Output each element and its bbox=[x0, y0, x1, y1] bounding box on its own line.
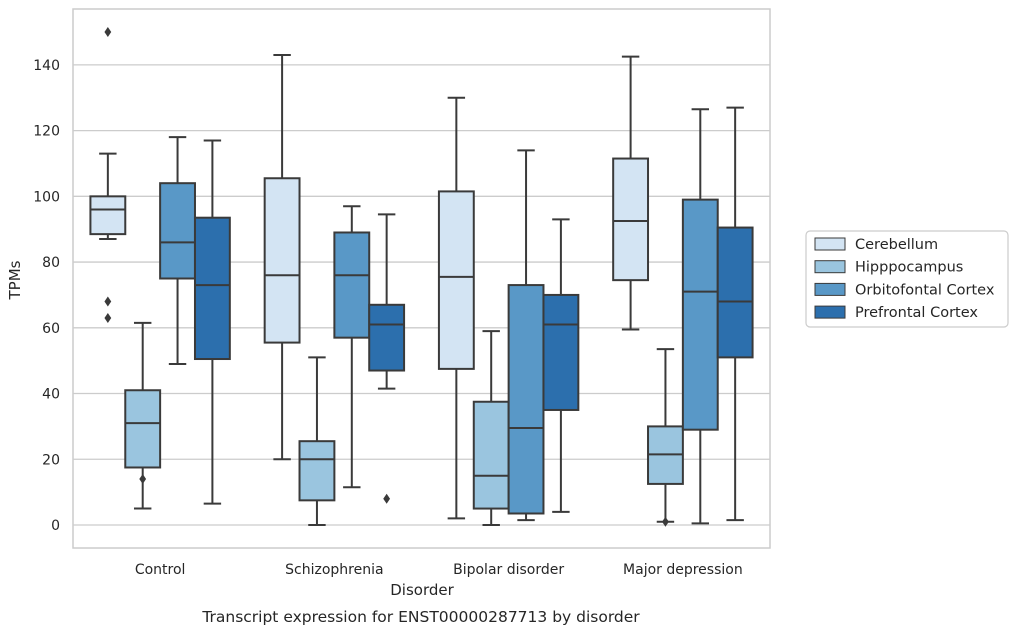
legend-label: Cerebellum bbox=[855, 237, 938, 253]
y-axis-title: TPMs bbox=[6, 260, 24, 300]
box-body bbox=[263, 177, 301, 344]
box-series bbox=[89, 27, 754, 527]
box-0-0 bbox=[89, 27, 127, 323]
box-3-1 bbox=[647, 348, 684, 527]
x-axis-title: Disorder bbox=[390, 581, 454, 599]
box-1-2 bbox=[333, 205, 371, 489]
box-body bbox=[681, 198, 719, 431]
y-tick-label: 0 bbox=[51, 518, 60, 534]
box-2-3 bbox=[542, 218, 580, 513]
box-2-0 bbox=[437, 96, 475, 520]
box-1-0 bbox=[263, 54, 301, 461]
outlier-point bbox=[104, 296, 112, 307]
legend-swatch bbox=[814, 260, 846, 274]
box-0-2 bbox=[159, 136, 196, 365]
legend-swatch bbox=[814, 237, 846, 251]
box-0-3 bbox=[193, 139, 231, 505]
box-body bbox=[437, 190, 475, 370]
box-body bbox=[368, 303, 406, 372]
box-0-1 bbox=[124, 321, 162, 510]
box-body bbox=[89, 195, 127, 236]
box-body bbox=[159, 182, 196, 280]
box-2-2 bbox=[507, 149, 545, 522]
plot-frame bbox=[72, 8, 771, 549]
box-body bbox=[193, 216, 231, 361]
box-2-1 bbox=[472, 330, 510, 526]
y-tick-label: 100 bbox=[33, 189, 60, 205]
x-tick-label: Control bbox=[135, 562, 186, 578]
box-3-3 bbox=[716, 106, 754, 522]
y-tick-label: 40 bbox=[42, 387, 60, 403]
y-tick-label: 80 bbox=[42, 255, 60, 271]
y-tick-labels: 0 20 40 60 80 100 120 140 bbox=[33, 58, 60, 534]
legend-label: Hipppocampus bbox=[855, 260, 963, 276]
outlier-point bbox=[383, 493, 391, 504]
box-body bbox=[333, 231, 371, 339]
outlier-point bbox=[104, 27, 112, 38]
outlier-point bbox=[104, 312, 112, 323]
legend-swatch bbox=[814, 305, 846, 319]
box-1-3 bbox=[368, 213, 406, 504]
box-1-1 bbox=[298, 356, 336, 526]
legend-label: Prefrontal Cortex bbox=[855, 305, 978, 321]
x-tick-label: Bipolar disorder bbox=[453, 562, 564, 578]
x-tick-labels: Control Schizophrenia Bipolar disorder Majo… bbox=[135, 562, 743, 578]
y-tick-label: 120 bbox=[33, 124, 60, 140]
box-3-0 bbox=[612, 55, 650, 331]
box-body bbox=[612, 157, 650, 282]
chart-caption: Transcript expression for ENST0000028771… bbox=[201, 608, 640, 626]
x-tick-label: Major depression bbox=[623, 562, 743, 578]
box-body bbox=[298, 440, 336, 502]
grid-lines bbox=[73, 64, 770, 526]
box-body bbox=[716, 226, 754, 359]
legend-frame bbox=[805, 230, 1009, 328]
legend: Cerebellum Hipppocampus Orbitofontal Corte… bbox=[805, 230, 1009, 328]
outlier-point bbox=[139, 473, 147, 484]
x-tick-label: Schizophrenia bbox=[285, 562, 383, 578]
outlier-point bbox=[662, 516, 669, 527]
box-body bbox=[507, 284, 545, 515]
box-body bbox=[472, 400, 510, 510]
legend-label: Orbitofontal Cortex bbox=[855, 282, 995, 298]
y-tick-label: 20 bbox=[42, 452, 60, 468]
box-body bbox=[542, 293, 580, 411]
box-body bbox=[124, 389, 162, 469]
y-tick-label: 140 bbox=[33, 58, 60, 74]
box-3-2 bbox=[681, 108, 719, 525]
y-tick-label: 60 bbox=[42, 321, 60, 337]
legend-swatch bbox=[814, 282, 846, 296]
